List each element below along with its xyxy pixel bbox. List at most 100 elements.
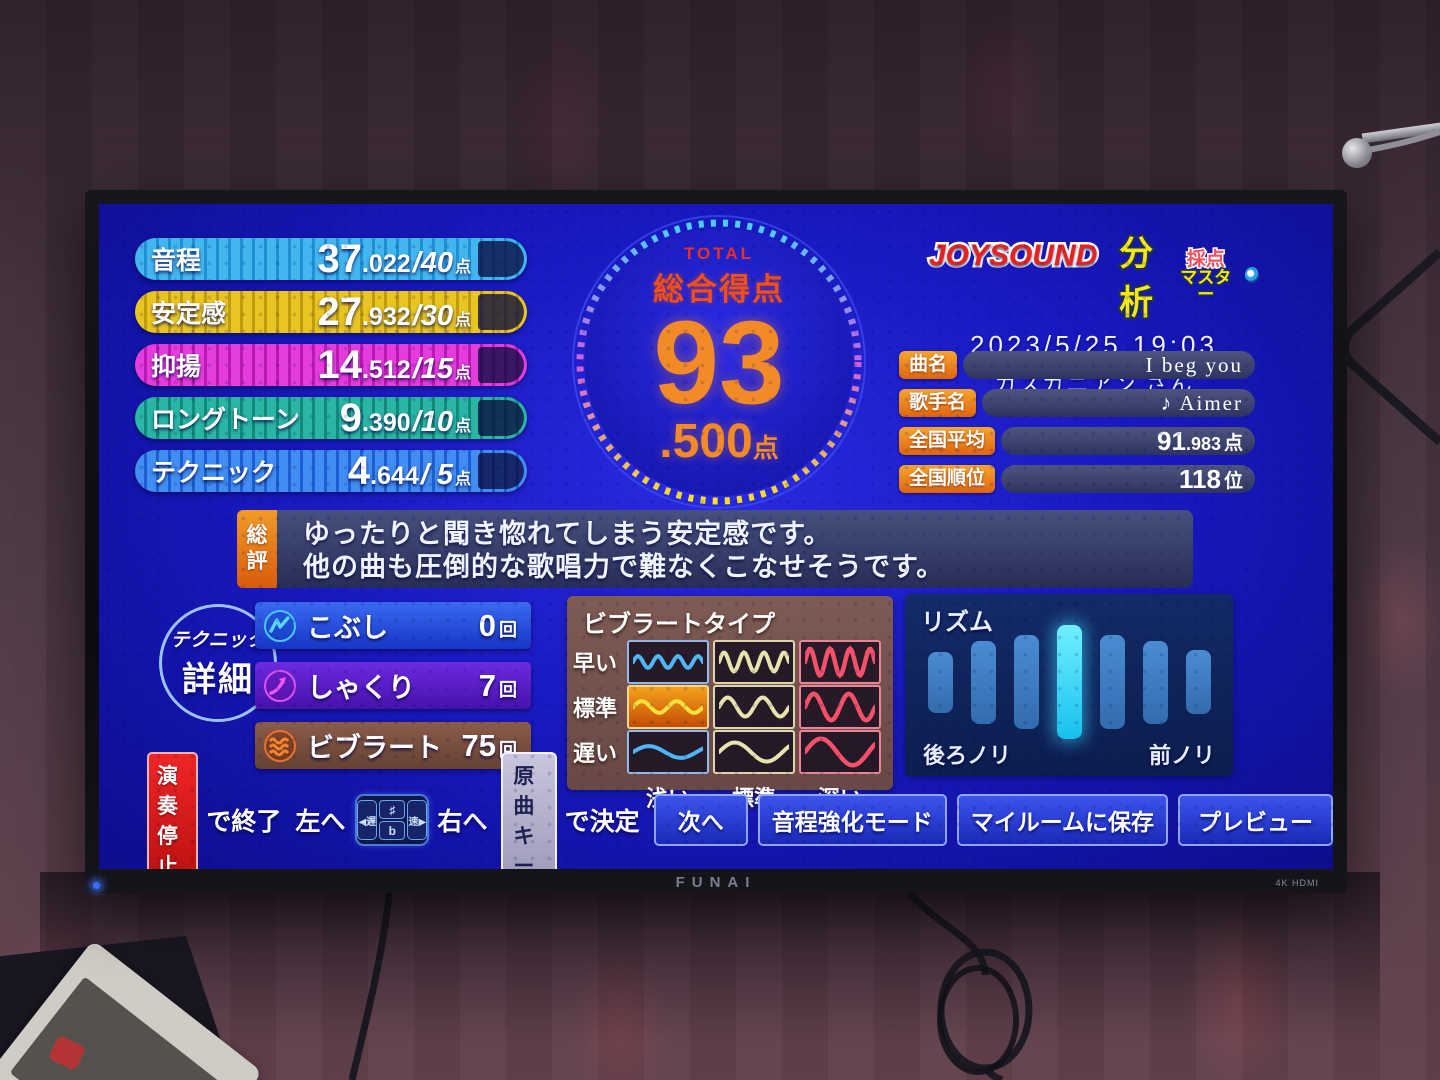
info-row-song: 曲名 I beg you xyxy=(899,350,1255,380)
pad-left-button[interactable]: ◀遅 xyxy=(357,800,378,840)
total-score-circle: TOTAL 総合得点 93 .500点 xyxy=(571,214,867,510)
vibrato-row-label: 遅い xyxy=(572,741,617,766)
score-value: 9 xyxy=(339,395,362,440)
score-bar-cap xyxy=(478,453,524,489)
pad-right-button[interactable]: 速▶ xyxy=(407,800,428,840)
bunseki-logo: 分析 xyxy=(1117,233,1155,324)
rhythm-left-label: 後ろノリ xyxy=(923,743,1012,768)
song-info: 曲名 I beg you 歌手名 ♪ Aimer 全国平均 91.983 点 全国… xyxy=(899,350,1255,502)
preview-button[interactable]: プレビュー xyxy=(1178,794,1333,846)
rhythm-bar xyxy=(1013,635,1039,729)
rhythm-bar xyxy=(970,640,996,724)
info-label: 曲名 xyxy=(899,350,958,380)
score-label: テクニック xyxy=(151,459,277,487)
original-key-button[interactable]: 原曲キー xyxy=(501,752,557,869)
key-pad[interactable]: ◀遅 ♯ b 速▶ xyxy=(355,794,430,846)
disc-icon xyxy=(1244,267,1259,283)
kobushi-icon xyxy=(264,609,296,642)
score-row-stability: 安定感 27.932/30 点 xyxy=(135,291,527,333)
vibrato-cell xyxy=(627,730,709,774)
header: JOYSOUND 分析 採点 マスター 2023/5/25 19:03 カスガニ… xyxy=(926,226,1259,399)
overall-comment: 総評 ゆったりと聞き惚れてしまう安定感です。 他の曲も圧倒的な歌唱力で難なくこな… xyxy=(237,510,1193,588)
vibrato-cell xyxy=(799,685,881,729)
score-bar-cap xyxy=(478,400,524,436)
joysound-logo: JOYSOUND xyxy=(926,237,1099,275)
stop-performance-button[interactable]: 演奏停止 xyxy=(147,752,199,869)
vibrato-row-label: 標準 xyxy=(572,696,617,721)
total-caption: 総合得点 xyxy=(653,272,785,307)
vibrato-icon xyxy=(264,729,296,762)
vibrato-cell xyxy=(627,640,709,684)
vibrato-panel-title: ビブラートタイプ xyxy=(583,611,775,638)
kobushi-count: 0 xyxy=(478,607,496,643)
stop-hint-text: で終了 xyxy=(206,808,282,836)
total-decimal: .500 xyxy=(659,414,753,468)
info-row-national-rank: 全国順位 118 位 xyxy=(899,464,1255,494)
pad-sharp-button[interactable]: ♯ xyxy=(379,800,406,819)
info-label: 歌手名 xyxy=(899,388,977,418)
vibrato-grid: 早い 標準 遅い 浅い 標準 深い xyxy=(567,640,893,818)
summary-label: 総 xyxy=(246,523,268,547)
pad-flat-button[interactable]: b xyxy=(379,821,406,840)
score-bar-cap xyxy=(478,241,524,277)
vibrato-cell xyxy=(713,640,795,684)
tv-brand-logo: FUNAI xyxy=(675,874,757,891)
vibrato-cell xyxy=(713,730,795,774)
song-title: I beg you xyxy=(1145,352,1243,377)
tv-frame: 音程 37.022/40 点 安定感 27.932/30 点 抑揚 14.512/1… xyxy=(85,190,1347,893)
pitch-mode-button[interactable]: 音程強化モード xyxy=(757,794,947,846)
technique-row-vibrato: ビブラート 75 回 xyxy=(255,722,531,769)
tv-4k-badge: 4K HDMI xyxy=(1275,878,1319,888)
rhythm-bars xyxy=(923,622,1215,742)
score-row-intonation: 抑揚 14.512/15 点 xyxy=(135,344,527,386)
rhythm-bar xyxy=(927,651,953,713)
total-tag: TOTAL xyxy=(683,244,755,263)
rhythm-bar-highlight xyxy=(1056,625,1082,739)
dotted-ring xyxy=(572,215,866,509)
score-bar-cap xyxy=(478,347,524,383)
shakuri-icon xyxy=(264,669,296,702)
saiten-logo: 採点 xyxy=(1185,249,1226,271)
rhythm-bar xyxy=(1142,640,1168,724)
vibrato-row-label: 早い xyxy=(572,651,617,676)
comment-line-2: 他の曲も圧倒的な歌唱力で難なくこなせそうです。 xyxy=(303,551,945,582)
tv-screen: 音程 37.022/40 点 安定感 27.932/30 点 抑揚 14.512/1… xyxy=(99,204,1333,869)
mic-hanger-hook xyxy=(1342,138,1372,168)
vibrato-cell xyxy=(713,685,795,729)
artist-name: ♪ Aimer xyxy=(1160,390,1243,415)
rhythm-bar xyxy=(1099,635,1125,729)
score-value: 27 xyxy=(317,289,362,334)
vibrato-count: 75 xyxy=(461,727,496,763)
rhythm-right-label: 前ノリ xyxy=(1148,743,1215,768)
master-logo: マスター xyxy=(1179,268,1233,305)
score-label: 抑揚 xyxy=(151,353,202,381)
score-label: 音程 xyxy=(151,247,202,275)
vibrato-cell xyxy=(799,730,881,774)
next-button[interactable]: 次へ xyxy=(653,794,748,846)
shakuri-count: 7 xyxy=(478,667,496,703)
rhythm-panel: リズム 後ろノリ 前ノリ xyxy=(905,594,1233,776)
score-value: 4 xyxy=(347,448,371,493)
info-label: 全国平均 xyxy=(899,426,996,456)
rhythm-bar xyxy=(1185,650,1211,714)
left-hint-text: 左へ xyxy=(295,808,346,836)
average-value: 91 xyxy=(1157,426,1186,456)
total-unit: 点 xyxy=(752,432,779,463)
score-label: ロングトーン xyxy=(151,406,300,434)
save-myroom-button[interactable]: マイルームに保存 xyxy=(956,794,1168,846)
score-value: 37 xyxy=(317,236,362,281)
score-panel: 音程 37.022/40 点 安定感 27.932/30 点 抑揚 14.512/1… xyxy=(135,238,527,503)
comment-line-1: ゆったりと聞き惚れてしまう安定感です。 xyxy=(303,519,832,549)
tv-shadow xyxy=(40,872,1380,1042)
score-label: 安定感 xyxy=(151,300,227,328)
info-row-artist: 歌手名 ♪ Aimer xyxy=(899,388,1255,418)
right-hint-text: 右へ xyxy=(437,808,488,836)
total-value: 93 xyxy=(653,297,785,429)
score-value: 14 xyxy=(317,342,362,387)
score-row-longtone: ロングトーン 9.390/10 点 xyxy=(135,397,527,439)
